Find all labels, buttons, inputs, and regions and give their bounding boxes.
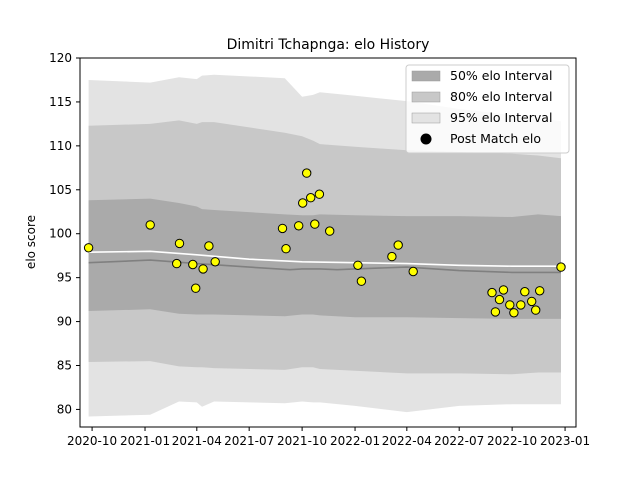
- x-tick-label: 2020-10: [67, 434, 117, 448]
- y-axis: 80 85 90 95 100 105 110 115 120: [49, 51, 80, 416]
- y-tick-label: 115: [49, 95, 72, 109]
- post-match-elo-point: [408, 266, 418, 277]
- y-tick-label: 105: [49, 183, 72, 197]
- x-tick-label: 2022-07: [434, 434, 484, 448]
- x-axis: 2020-10 2021-01 2021-04 2021-07 2021-10 2022-…: [67, 427, 590, 448]
- post-match-elo-point: [498, 285, 509, 295]
- post-match-elo-point: [188, 259, 198, 270]
- post-match-elo-point: [387, 251, 397, 262]
- post-match-elo-point: [83, 243, 94, 253]
- post-match-elo-point: [527, 296, 537, 307]
- y-tick-label: 95: [57, 271, 72, 285]
- legend-label: 50% elo Interval: [450, 68, 552, 83]
- x-tick-label: 2021-04: [172, 434, 222, 448]
- post-match-elo-point: [356, 276, 367, 286]
- legend-swatch: [411, 112, 441, 124]
- legend-marker: [420, 133, 432, 145]
- y-tick-label: 120: [49, 51, 72, 65]
- legend-label: 80% elo Interval: [450, 89, 552, 104]
- y-tick-label: 110: [49, 139, 72, 153]
- post-match-elo-point: [314, 189, 325, 199]
- y-tick-label: 80: [57, 402, 72, 416]
- post-match-elo-point: [516, 300, 526, 310]
- x-tick-label: 2021-01: [120, 434, 170, 448]
- post-match-elo-point: [191, 283, 201, 293]
- post-match-elo-point: [302, 168, 312, 178]
- x-tick-label: 2022-10: [487, 434, 537, 448]
- legend-label: 95% elo Interval: [450, 110, 552, 125]
- x-tick-label: 2023-01: [540, 434, 590, 448]
- post-match-elo-point: [353, 260, 363, 270]
- post-match-elo-point: [556, 262, 566, 272]
- x-tick-label: 2021-07: [224, 434, 274, 448]
- post-match-elo-point: [520, 287, 530, 297]
- post-match-elo-point: [531, 305, 541, 315]
- x-tick-label: 2022-04: [382, 434, 432, 448]
- post-match-elo-point: [145, 220, 155, 230]
- post-match-elo-point: [310, 219, 320, 229]
- post-match-elo-point: [505, 300, 515, 310]
- legend-swatch: [411, 91, 441, 103]
- post-match-elo-point: [174, 238, 185, 249]
- post-match-elo-point: [198, 264, 208, 274]
- y-tick-label: 100: [49, 227, 72, 241]
- post-match-elo-point: [298, 198, 308, 208]
- legend-box: [405, 64, 570, 154]
- y-tick-label: 85: [57, 359, 72, 373]
- post-match-elo-point: [210, 257, 220, 267]
- post-match-elo-point: [393, 240, 403, 250]
- legend-label: Post Match elo: [450, 131, 541, 146]
- plot-area: [83, 74, 566, 417]
- band-50-interval: [88, 198, 561, 319]
- legend: 50% elo Interval 80% elo Interval 95% elo …: [405, 64, 570, 154]
- legend-swatch: [411, 70, 441, 82]
- x-tick-label: 2021-10: [277, 434, 327, 448]
- post-match-elo-point: [494, 294, 505, 305]
- post-match-elo-point: [487, 287, 497, 298]
- post-match-elo-point: [281, 244, 291, 254]
- mean-elo-line: [88, 250, 561, 268]
- y-axis-label: elo score: [24, 215, 38, 269]
- post-match-elo-point: [535, 286, 545, 296]
- plot-frame: [79, 57, 577, 428]
- post-match-elo-point: [277, 223, 288, 234]
- x-tick-label: 2022-01: [330, 434, 380, 448]
- post-match-elo-point: [325, 226, 335, 236]
- post-match-elo-point: [306, 193, 316, 203]
- post-match-elo-point: [509, 308, 519, 318]
- post-match-elo-point: [204, 241, 214, 251]
- post-match-elo-point: [172, 258, 182, 269]
- post-match-elo-point: [294, 221, 304, 231]
- post-match-elo-point: [490, 307, 501, 317]
- chart-title: Dimitri Tchapnga: elo History: [227, 37, 430, 53]
- y-tick-label: 90: [57, 315, 72, 329]
